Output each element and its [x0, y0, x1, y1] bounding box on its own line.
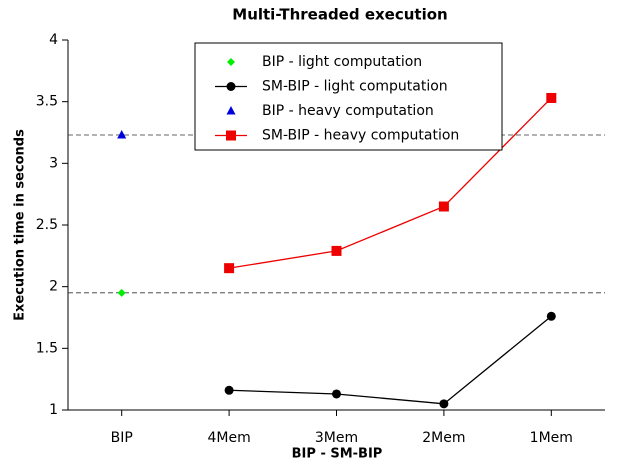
legend-box	[194, 42, 503, 151]
point	[331, 245, 342, 256]
series-line	[229, 315, 552, 405]
point	[546, 92, 557, 103]
x-tick-label: 1Mem	[530, 430, 573, 446]
point	[438, 201, 449, 212]
point	[227, 58, 235, 66]
x-tick-label: 4Mem	[207, 430, 250, 446]
point	[224, 385, 234, 395]
chart-title: Multi-Threaded execution	[232, 6, 447, 24]
y-tick-label: 4	[49, 32, 58, 48]
point	[439, 399, 449, 409]
y-tick-label: 3	[49, 155, 58, 171]
legend-label: SM-BIP - light computation	[262, 79, 448, 95]
legend-label: SM-BIP - heavy computation	[262, 128, 459, 144]
point	[226, 130, 236, 141]
point	[224, 263, 235, 274]
y-tick-label: 2	[49, 279, 58, 295]
legend-label: BIP - light computation	[262, 54, 422, 70]
legend-label: BIP - heavy computation	[262, 103, 434, 119]
series-line	[228, 97, 552, 269]
point	[226, 82, 236, 91]
y-tick-label: 2.5	[36, 217, 58, 233]
y-tick-label: 1.5	[36, 340, 58, 356]
y-axis-label: Execution time in seconds	[13, 129, 28, 321]
x-tick-label: 3Mem	[315, 430, 358, 446]
point	[332, 389, 341, 399]
point	[546, 311, 556, 321]
x-axis-label: BIP - SM-BIP	[292, 447, 383, 462]
y-tick-label: 3.5	[36, 94, 58, 110]
point	[117, 129, 127, 139]
y-tick-label: 1	[49, 402, 58, 418]
x-tick-label: BIP	[111, 430, 133, 446]
point	[117, 288, 126, 297]
x-tick-label: 2Mem	[422, 430, 465, 446]
point	[226, 106, 236, 115]
